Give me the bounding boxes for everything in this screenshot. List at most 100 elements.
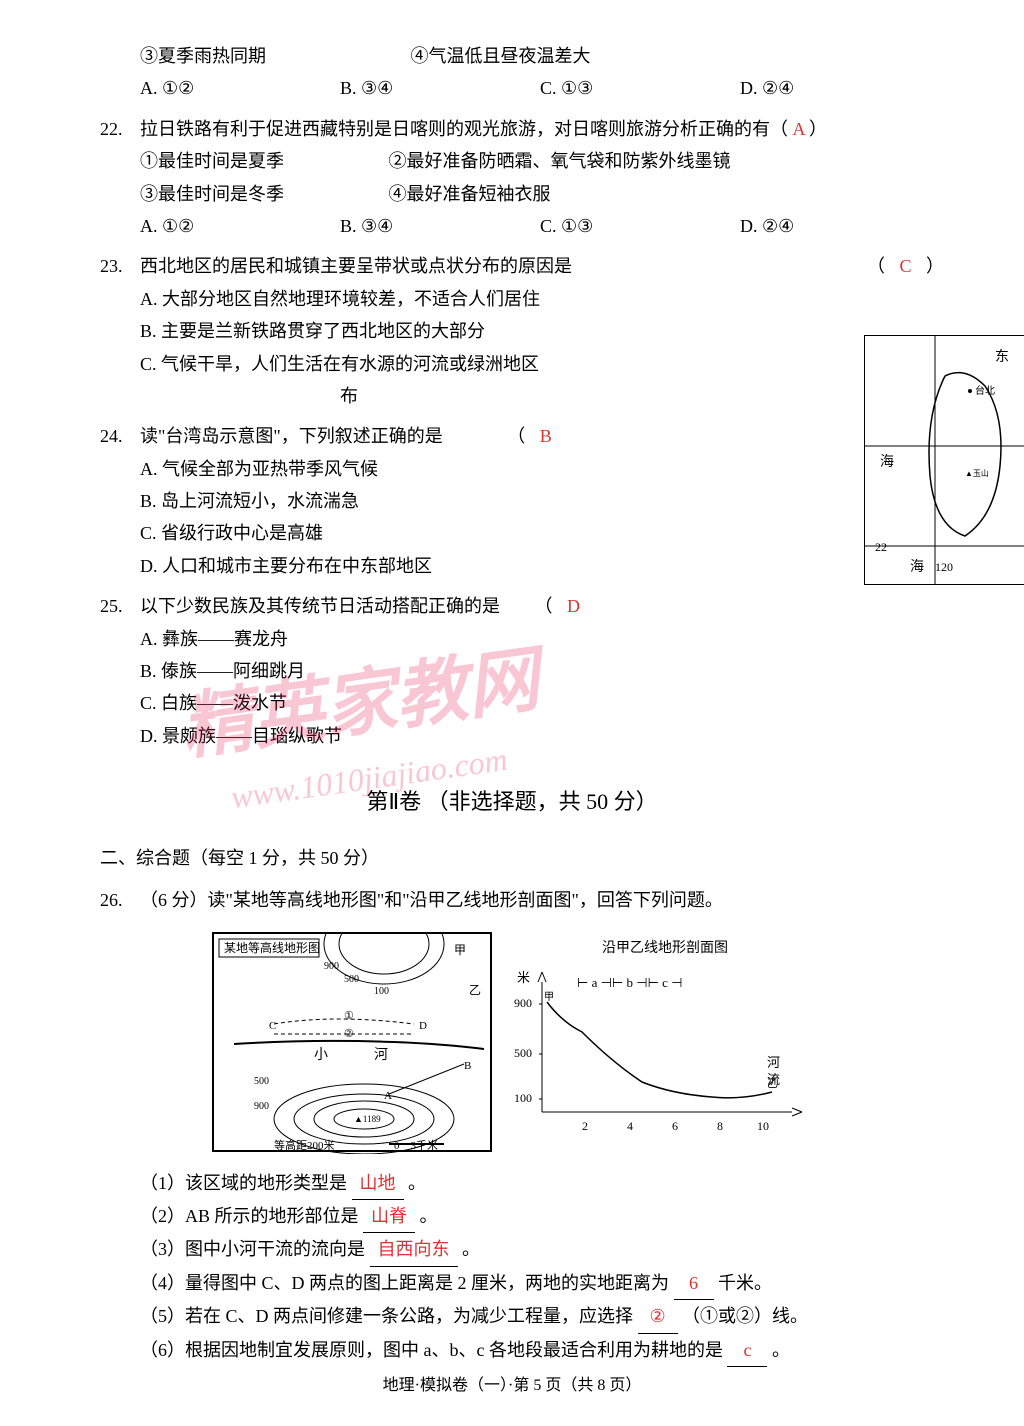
q24-text: 读"台湾岛示意图"，下列叙述正确的是 [140,426,443,446]
q26-answer1: 山地 [352,1167,404,1200]
svg-text:甲: 甲 [544,992,554,1003]
q26-answer5: ② [638,1300,678,1333]
contour-map: 某地等高线地形图 900 500 100 甲 乙 小 河 ① ② C D [212,932,492,1152]
svg-text:4: 4 [627,1119,633,1133]
pre-opt3: ③夏季雨热同期 [140,46,266,66]
svg-text:⊢ a ⊣⊢ b ⊣⊢ c ⊣: ⊢ a ⊣⊢ b ⊣⊢ c ⊣ [577,975,683,990]
q24-option-a: A. 气候全部为亚热带季风气候 [60,453,964,485]
svg-text:①: ① [344,1010,354,1022]
svg-text:0 3千米: 0 3千米 [394,1139,438,1152]
q22-option-b: B. ③④ [340,210,540,242]
svg-text:米: 米 [517,970,530,985]
svg-text:900: 900 [254,1101,269,1112]
q23-option-a: A. 大部分地区自然地理环境较差，不适合人们居住 [60,283,964,315]
svg-text:甲: 甲 [454,943,466,957]
pre-option-a: A. ①② [140,72,340,104]
svg-text:900: 900 [514,996,532,1010]
q22-answer: A [793,119,805,139]
svg-text:900: 900 [324,961,339,972]
q22-paren-close: ） [809,119,827,139]
q26-text: （6 分）读"某地等高线地形图"和"沿甲乙线地形剖面图"，回答下列问题。 [140,890,723,910]
map-label-east: 东 [995,349,1009,365]
svg-text:8: 8 [717,1119,723,1133]
pre-option-d: D. ②④ [740,72,940,104]
q26-sub2: （2）AB 所示的地形部位是 山脊 。 [60,1200,964,1233]
svg-text:500: 500 [344,974,359,985]
section-2-subtitle: 二、综合题（每空 1 分，共 50 分） [100,842,964,874]
svg-text:等高距200米: 等高距200米 [274,1138,335,1152]
q26-answer6: c [727,1334,767,1367]
q26-sub5: （5）若在 C、D 两点间修建一条公路，为减少工程量，应选择 ② （①或②）线。 [60,1300,964,1333]
profile-chart-svg: 沿甲乙线地形剖面图 米 900 500 100 2 4 [512,932,812,1152]
pre-option-c: C. ①③ [540,72,740,104]
q26-answer3: 自西向东 [370,1233,458,1266]
question-23: 23. 西北地区的居民和城镇主要呈带状或点状分布的原因是 （ C ） A. 大部… [60,250,964,412]
contour-map-svg: 某地等高线地形图 900 500 100 甲 乙 小 河 ① ② C D [214,934,494,1154]
q22-sub3: ③最佳时间是冬季 [140,184,284,204]
q25-option-d: D. 景颇族——目瑙纵歌节 [60,720,964,752]
q23-answer: C [899,256,911,276]
svg-text:2: 2 [582,1119,588,1133]
section-2-title: 第Ⅱ卷 （非选择题，共 50 分） [60,782,964,822]
q26-answer4: 6 [674,1267,714,1300]
question-24: 24. 读"台湾岛示意图"，下列叙述正确的是 （ B A. 气候全部为亚热带季风… [60,420,964,582]
q26-sub3: （3）图中小河干流的流向是 自西向东 。 [60,1233,964,1266]
chart-title: 沿甲乙线地形剖面图 [602,940,728,956]
q23-option-d: 布 [60,380,964,412]
q23-number: 23. [100,250,123,282]
q22-number: 22. [100,113,123,145]
q25-option-b: B. 傣族——阿细跳月 [60,655,964,687]
svg-text:河: 河 [767,1055,780,1070]
q25-answer: D [567,596,580,616]
q25-option-a: A. 彝族——赛龙舟 [60,623,964,655]
q22-sub1: ①最佳时间是夏季 [140,151,284,171]
question-25: 25. 以下少数民族及其传统节日活动搭配正确的是 （ D A. 彝族——赛龙舟 … [60,590,964,752]
page-footer: 地理·模拟卷（一）·第 5 页（共 8 页） [0,1372,1024,1401]
svg-text:台北: 台北 [975,384,995,397]
q22-option-d: D. ②④ [740,210,940,242]
q25-text: 以下少数民族及其传统节日活动搭配正确的是 [140,596,500,616]
svg-text:A: A [384,1090,392,1102]
svg-text:500: 500 [254,1076,269,1087]
q22-sub4: ④最好准备短袖衣服 [389,184,551,204]
svg-text:河: 河 [374,1047,388,1063]
q24-option-d: D. 人口和城市主要分布在中东部地区 [60,550,964,582]
q23-paren-close: ） [926,256,944,276]
svg-text:100: 100 [374,986,389,997]
question-22: 22. 拉日铁路有利于促进西藏特别是日喀则的观光旅游，对日喀则旅游分析正确的有（… [60,113,964,243]
q25-paren-open: （ [535,596,553,616]
svg-text:C: C [269,1020,276,1032]
q24-answer: B [540,426,552,446]
q26-images: 某地等高线地形图 900 500 100 甲 乙 小 河 ① ② C D [60,932,964,1152]
q26-sub4: （4）量得图中 C、D 两点的图上距离是 2 厘米，两地的实地距离为 6 千米。 [60,1267,964,1300]
q22-text: 拉日铁路有利于促进西藏特别是日喀则的观光旅游，对日喀则旅游分析正确的有（ [140,119,788,139]
q22-sub2: ②最好准备防晒霜、氧气袋和防紫外线墨镜 [389,151,731,171]
question-26: 26. （6 分）读"某地等高线地形图"和"沿甲乙线地形剖面图"，回答下列问题。… [60,884,964,1367]
svg-text:乙: 乙 [469,983,481,997]
q26-number: 26. [100,884,123,916]
svg-text:流: 流 [767,1072,780,1087]
svg-text:100: 100 [514,1091,532,1105]
q23-option-b: B. 主要是兰新铁路贯穿了西北地区的大部分 [60,315,964,347]
profile-chart: 沿甲乙线地形剖面图 米 900 500 100 2 4 [512,932,812,1152]
q26-sub1: （1）该区域的地形类型是 山地 。 [60,1167,964,1200]
q22-option-a: A. ①② [140,210,340,242]
svg-text:500: 500 [514,1046,532,1060]
q24-option-b: B. 岛上河流短小，水流湍急 [60,485,964,517]
q26-answer2: 山脊 [363,1200,415,1233]
svg-text:10: 10 [757,1119,769,1133]
q26-sub6: （6）根据因地制宜发展原则，图中 a、b、c 各地段最适合利用为耕地的是 c 。 [60,1334,964,1367]
q25-option-c: C. 白族——泼水节 [60,687,964,719]
q25-number: 25. [100,590,123,622]
svg-text:B: B [464,1060,471,1072]
svg-text:▲玉山: ▲玉山 [965,468,989,478]
svg-text:6: 6 [672,1119,678,1133]
contour-title: 某地等高线地形图 [224,940,320,955]
pre-option-b: B. ③④ [340,72,540,104]
pre-opt4: ④气温低且昼夜温差大 [411,46,591,66]
q23-text: 西北地区的居民和城镇主要呈带状或点状分布的原因是 [140,256,572,276]
q23-paren-open: （ [867,256,885,276]
svg-text:▲1189: ▲1189 [354,1114,381,1124]
q24-paren-open: （ [507,426,525,446]
q23-option-c: C. 气候干旱，人们生活在有水源的河流或绿洲地区 [60,348,964,380]
